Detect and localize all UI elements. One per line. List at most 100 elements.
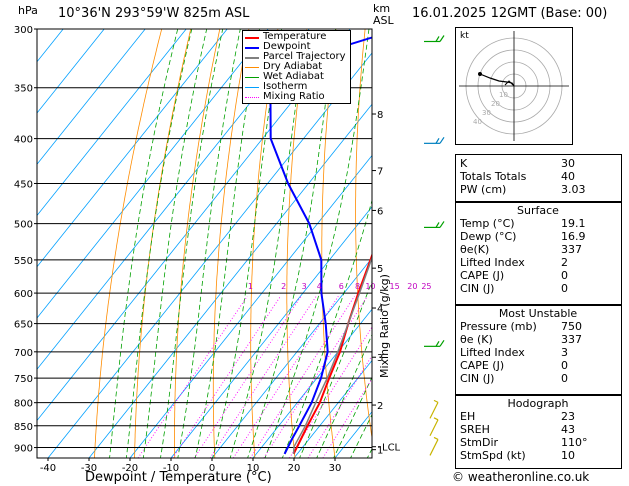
most-unstable-box: Most Unstable Pressure (mb) 750 θe (K) 337… (455, 305, 622, 395)
most-unstable-row: Pressure (mb) 750 (460, 320, 582, 333)
hodograph-row: SREH 43 (460, 423, 575, 436)
legend-item-temperature: Temperature (243, 32, 346, 42)
isotherm-line (37, 29, 228, 268)
mixing-ratio-line (137, 295, 248, 458)
mixing-ratio-tick-label: 25 (421, 282, 431, 291)
wet-adiabat-line (125, 29, 193, 458)
credit-text: © weatheronline.co.uk (452, 470, 590, 484)
mixing-ratio-tick-label: 1 (248, 282, 253, 291)
hodograph-title: Hodograph (507, 397, 569, 410)
isotherm-line (88, 103, 372, 458)
height-axis-unit: km ASL (373, 3, 394, 27)
hodograph-plot: kt 10 20 30 40 (455, 27, 573, 145)
temperature-tick-label: -10 (163, 463, 179, 474)
legend-item-parcel: Parcel Trajectory (243, 52, 346, 62)
dry-adiabat-line (420, 29, 455, 458)
legend-item-isotherm: Isotherm (243, 82, 346, 92)
dry-adiabat-line (94, 29, 163, 458)
mixing-ratio-tick-label: 3 (302, 282, 307, 291)
wet-adiabat-line (109, 29, 179, 458)
index-row-tt: Totals Totals 40 (460, 170, 575, 183)
series-parcel-trajectory (292, 255, 372, 454)
wet-adiabat-line (194, 29, 261, 458)
dry-adiabat-line (286, 29, 308, 458)
temperature-tick-label: 10 (247, 463, 260, 474)
wet-adiabat-line (264, 29, 370, 458)
isotherm-line (252, 308, 372, 458)
legend-item-wet-adiabat: Wet Adiabat (243, 72, 346, 82)
hodograph-unit: kt (460, 31, 469, 41)
mixing-ratio-line (193, 295, 302, 458)
svg-text:20: 20 (491, 100, 500, 108)
mixing-ratio-tick-label: 15 (390, 282, 400, 291)
svg-text:10: 10 (499, 91, 508, 99)
forecast-date: 16.01.2025 12GMT (Base: 00) (412, 6, 608, 21)
surface-box: Surface Temp (°C) 19.1 Dewp (°C) 16.9 θe(K… (455, 202, 622, 305)
hodograph-row: EH 23 (460, 410, 575, 423)
mixing-ratio-tick-label: 8 (355, 282, 360, 291)
height-tick-label: 1 (377, 446, 383, 457)
index-row-pw: PW (cm) 3.03 (460, 183, 586, 196)
km-label: km (373, 2, 391, 15)
wet-adiabat-line (316, 333, 372, 458)
isotherm-line (37, 29, 146, 165)
isotherm-line (211, 257, 372, 458)
pressure-tick-label: 300 (14, 25, 33, 36)
surface-row: Temp (°C) 19.1 (460, 217, 586, 230)
surface-row: CAPE (J) 0 (460, 269, 568, 282)
wet-adiabat-line (299, 280, 372, 458)
pressure-tick-label: 900 (14, 444, 33, 455)
pressure-tick-label: 450 (14, 179, 33, 190)
legend: Temperature Dewpoint Parcel Trajectory D… (242, 30, 351, 104)
svg-text:30: 30 (482, 109, 491, 117)
legend-item-mixing-ratio: Mixing Ratio (243, 92, 346, 102)
isotherm-line (37, 29, 269, 319)
height-tick-label: 8 (377, 110, 383, 121)
mixing-ratio-tick-label: 20 (407, 282, 417, 291)
mixing-ratio-line (289, 326, 372, 458)
surface-row: Dewp (°C) 16.9 (460, 230, 586, 243)
pressure-tick-label: 600 (14, 289, 33, 300)
isotherm-line (293, 359, 372, 458)
mixing-ratio-tick-label: 10 (365, 282, 375, 291)
series-dewpoint (269, 36, 372, 455)
surface-row: Lifted Index 2 (460, 256, 568, 269)
dry-adiabat-line (134, 29, 192, 458)
isotherm-line (129, 154, 372, 458)
pressure-tick-label: 350 (14, 84, 33, 95)
pressure-tick-label: 850 (14, 422, 33, 433)
dry-adiabat-line (388, 29, 415, 458)
hodograph-trace (479, 73, 515, 87)
most-unstable-row: CIN (J) 0 (460, 372, 568, 385)
hodograph-row: StmDir 110° (460, 436, 588, 449)
mixing-ratio-line (209, 295, 317, 458)
wet-adiabat-line (229, 29, 308, 458)
temperature-tick-label: 30 (329, 463, 342, 474)
height-tick-label: 5 (377, 264, 383, 275)
wet-adiabat-line (333, 376, 372, 458)
most-unstable-title: Most Unstable (498, 307, 578, 320)
pressure-tick-label: 500 (14, 220, 33, 231)
mixing-ratio-line (322, 377, 372, 458)
pressure-tick-label: 400 (14, 135, 33, 146)
wind-barb (424, 221, 445, 229)
pressure-tick-label: 700 (14, 348, 33, 359)
hodograph-box: Hodograph EH 23 SREH 43 StmDir 110° StmSpd … (455, 395, 622, 469)
mixing-ratio-line (263, 295, 368, 458)
temperature-tick-label: -30 (81, 463, 97, 474)
indices-box: K 30 Totals Totals 40 PW (cm) 3.03 (455, 154, 622, 202)
lcl-label: LCL (382, 443, 401, 454)
hodograph-end-point (478, 72, 482, 76)
isotherm-line (37, 29, 187, 217)
isotherm-line (170, 206, 372, 458)
mixing-ratio-tick-label: 2 (281, 282, 286, 291)
mixing-ratio-line (249, 295, 355, 458)
hodograph-row: StmSpd (kt) 10 (460, 449, 575, 462)
index-row-k: K 30 (460, 157, 575, 170)
wind-barb (424, 137, 445, 144)
mixing-ratio-tick-label: 4 (317, 282, 322, 291)
legend-item-dewpoint: Dewpoint (243, 42, 346, 52)
height-tick-label: 4 (377, 304, 383, 315)
legend-item-dry-adiabat: Dry Adiabat (243, 62, 346, 72)
pressure-axis-unit: hPa (18, 4, 38, 17)
